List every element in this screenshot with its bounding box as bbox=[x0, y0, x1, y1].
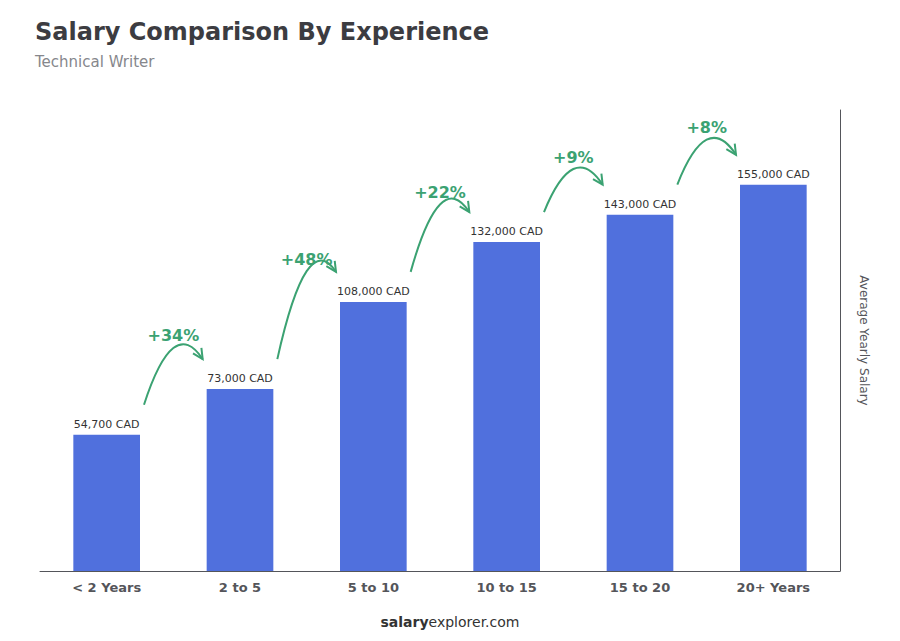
svg-text:54,700 CAD: 54,700 CAD bbox=[74, 418, 140, 431]
svg-text:salary: salary bbox=[381, 614, 429, 630]
svg-text:Average Yearly Salary: Average Yearly Salary bbox=[857, 275, 871, 405]
svg-text:+22%: +22% bbox=[414, 183, 466, 202]
svg-text:73,000 CAD: 73,000 CAD bbox=[207, 372, 273, 385]
svg-text:132,000 CAD: 132,000 CAD bbox=[470, 225, 543, 238]
svg-text:5 to 10: 5 to 10 bbox=[348, 580, 399, 595]
svg-text:< 2 Years: < 2 Years bbox=[72, 580, 141, 595]
svg-text:155,000 CAD: 155,000 CAD bbox=[737, 168, 810, 181]
svg-text:10 to 15: 10 to 15 bbox=[476, 580, 536, 595]
svg-text:+34%: +34% bbox=[147, 326, 199, 345]
svg-text:Salary Comparison By Experienc: Salary Comparison By Experience bbox=[35, 18, 489, 46]
svg-text:Technical Writer: Technical Writer bbox=[34, 53, 155, 71]
svg-text:2 to 5: 2 to 5 bbox=[219, 580, 261, 595]
svg-text:108,000 CAD: 108,000 CAD bbox=[337, 285, 410, 298]
svg-text:+8%: +8% bbox=[686, 118, 727, 137]
svg-text:explorer.com: explorer.com bbox=[429, 614, 520, 630]
svg-text:+9%: +9% bbox=[553, 148, 594, 167]
svg-text:15 to 20: 15 to 20 bbox=[610, 580, 670, 595]
svg-text:143,000 CAD: 143,000 CAD bbox=[604, 198, 677, 211]
svg-text:+48%: +48% bbox=[281, 250, 333, 269]
svg-text:20+ Years: 20+ Years bbox=[737, 580, 811, 595]
